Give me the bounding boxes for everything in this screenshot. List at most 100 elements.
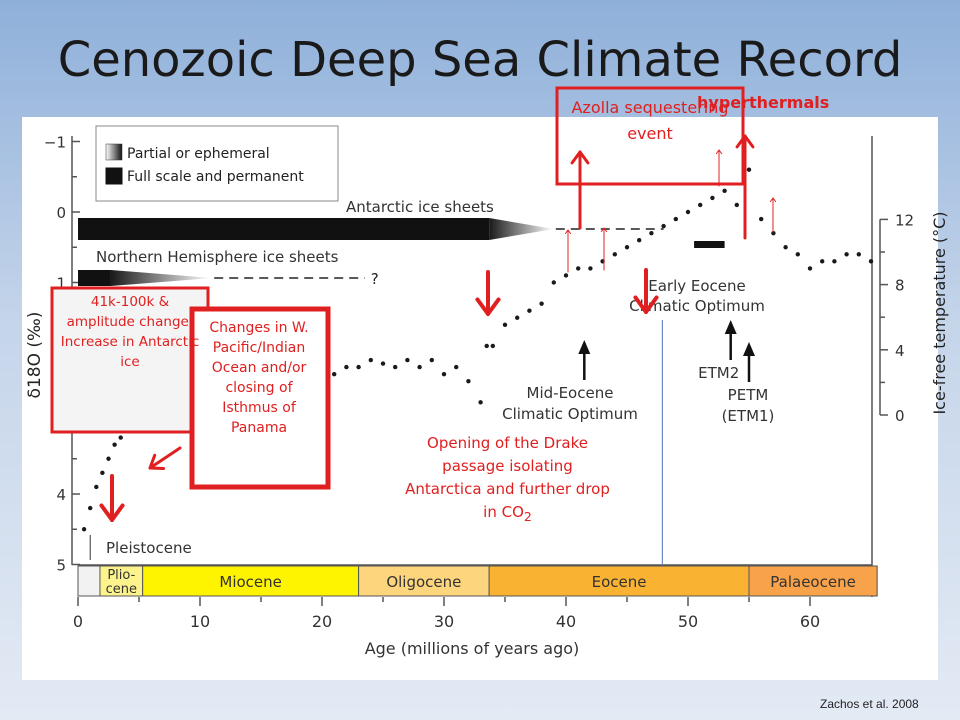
legend-box (95, 125, 339, 202)
legend-swatch-full (105, 167, 123, 185)
hyperthermal-thin-arrow-head (564, 229, 572, 235)
azolla-up-arrow-head (570, 150, 590, 165)
hyperthermal-thin-arrow-head (715, 149, 723, 155)
x-tick-label: 60 (800, 612, 820, 631)
pliocene-down-arrow-head (99, 503, 125, 522)
y-tick-label: 5 (56, 557, 66, 575)
data-point (344, 364, 349, 370)
hyperthermals-label: hyperthermals (697, 93, 830, 112)
drake-subscript: 2 (523, 509, 532, 524)
data-point (673, 216, 678, 222)
data-point (94, 484, 99, 490)
drake-passage-callout-text: Opening of the Drake passage isolating A… (405, 432, 610, 528)
x-tick-label: 30 (434, 612, 454, 631)
x-tick-label: 50 (678, 612, 698, 631)
azolla-callout-box (555, 86, 745, 186)
legend-label-partial: Partial or ephemeral (127, 146, 270, 162)
hyperthermal-thin-arrow-head (600, 227, 608, 233)
y2-tick-label: 0 (895, 407, 905, 425)
data-point (332, 371, 337, 377)
epoch-label: Eocene (592, 573, 647, 591)
data-point (844, 252, 849, 257)
annotation-mid-eocene: Mid-Eocene Climatic Optimum (502, 384, 638, 423)
epoch-label: Oligocene (386, 573, 461, 591)
x-tick-label: 40 (556, 612, 576, 631)
data-point (502, 322, 508, 327)
northern-ice-full-bar (78, 270, 111, 286)
y-axis-label: δ18O (‰) (25, 312, 45, 399)
x-axis-label: Age (millions of years ago) (365, 639, 580, 658)
citation: Zachos et al. 2008 (820, 697, 919, 711)
data-point (527, 308, 532, 313)
data-point (698, 202, 703, 208)
data-point (661, 223, 666, 229)
data-point (612, 252, 617, 257)
y2-tick-label: 4 (895, 342, 905, 360)
data-point (393, 364, 398, 370)
annotation-etm2: ETM2 (698, 364, 739, 382)
data-point (807, 266, 813, 271)
epoch-band (358, 565, 490, 597)
epoch-label: Miocene (219, 573, 282, 591)
y-tick-label: 0 (56, 204, 66, 222)
data-point (417, 364, 422, 370)
data-point (429, 357, 434, 363)
miocene-diagonal-arrow-head (148, 453, 165, 471)
legend-swatch-partial (105, 143, 123, 161)
x-tick-label: 0 (73, 612, 83, 631)
epoch-label: Plio-cene (106, 568, 137, 597)
data-point (563, 273, 569, 278)
data-point (771, 230, 776, 236)
early-eocene-bar (694, 241, 725, 248)
data-point (118, 435, 123, 440)
data-point (81, 527, 87, 532)
y-tick-label: 1 (56, 275, 66, 293)
data-point (490, 343, 495, 349)
panama-callout-text: Changes in W. Pacific/Indian Ocean and/o… (209, 320, 309, 436)
oligocene-down-arrow-head (475, 297, 501, 316)
northern-ice-uncertain-mark: ? (371, 270, 379, 288)
data-point (624, 245, 630, 250)
legend-label-full: Full scale and permanent (127, 169, 304, 185)
data-point (795, 252, 800, 257)
hyperthermal-big-arrow-head (735, 134, 755, 149)
data-point (112, 442, 117, 447)
data-point (685, 209, 691, 215)
x-tick-label: 20 (312, 612, 332, 631)
epoch-band (142, 565, 360, 597)
data-point (734, 202, 739, 208)
data-point (856, 252, 861, 257)
data-point (576, 266, 581, 271)
data-point (637, 238, 642, 243)
data-point (868, 259, 874, 264)
eocene-down-arrow-head (633, 295, 659, 314)
y-tick-label: 4 (56, 486, 66, 504)
data-point (356, 364, 361, 370)
data-point (441, 371, 447, 377)
data-point (478, 400, 483, 405)
antarctic-ice-full-bar (78, 218, 490, 240)
y2-tick-label: 8 (895, 277, 905, 295)
data-point (106, 456, 111, 461)
slide-title: Cenozoic Deep Sea Climate Record (57, 32, 903, 88)
annotation-early-eocene: Early Eocene Climatic Optimum (629, 277, 765, 315)
data-point (466, 379, 471, 384)
data-point (454, 364, 459, 370)
northern-ice-label: Northern Hemisphere ice sheets (96, 248, 339, 266)
epoch-band (488, 565, 750, 597)
data-point (588, 266, 593, 271)
epoch-label: Palaeocene (770, 573, 856, 591)
glacial-cycle-callout-box (50, 286, 210, 434)
data-point (832, 259, 837, 264)
drake-main-text: Opening of the Drake passage isolating A… (405, 434, 610, 521)
y2-tick-label: 12 (895, 211, 914, 229)
data-point (649, 230, 654, 236)
data-point (405, 357, 410, 363)
petm-arrow-head (743, 342, 755, 356)
data-point (484, 343, 489, 349)
data-point (551, 280, 556, 285)
data-point (759, 216, 764, 222)
miocene-diagonal-arrow-shaft (148, 446, 182, 470)
mid-eocene-arrow-head (578, 340, 591, 354)
